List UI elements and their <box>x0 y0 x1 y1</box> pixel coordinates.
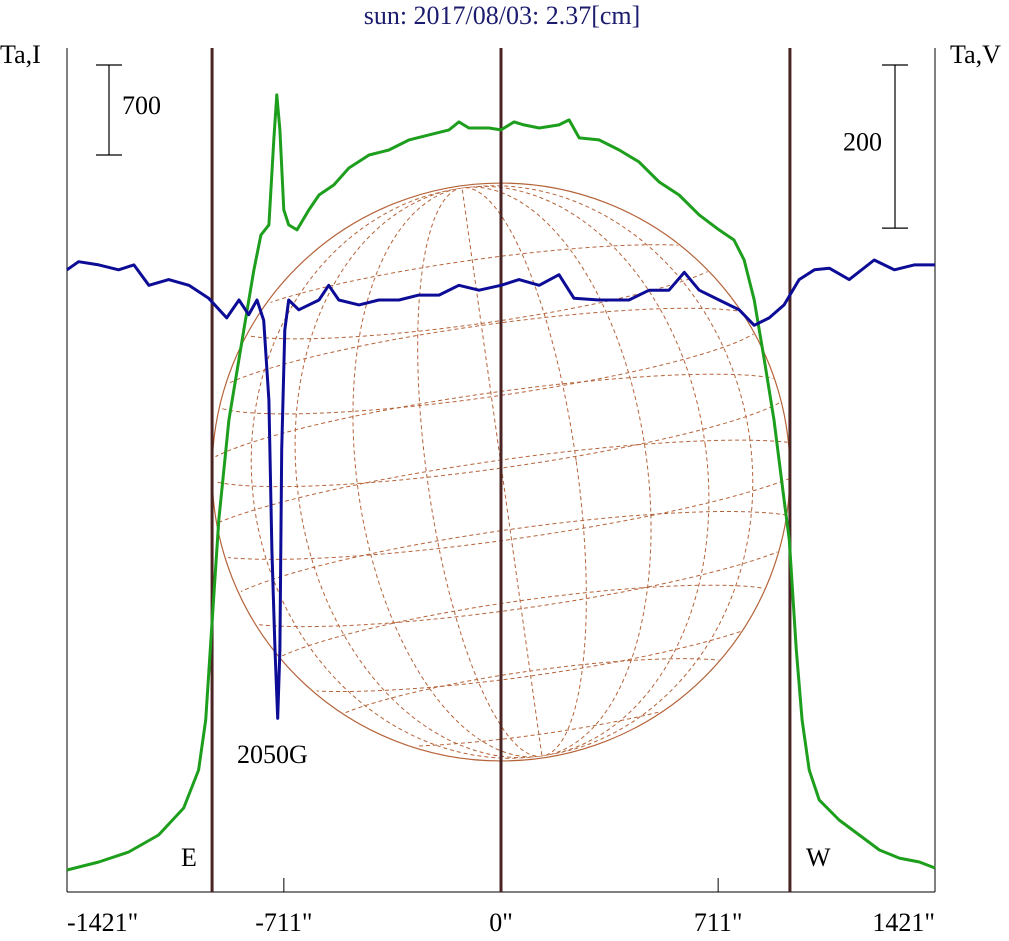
chart-title: sun: 2017/08/03: 2.37[cm] <box>364 1 641 30</box>
y2-axis-label: Ta,V <box>950 40 1001 69</box>
meridian <box>352 186 652 758</box>
x-tick-label: 711" <box>694 908 743 937</box>
parallel <box>218 510 814 628</box>
x-tick-label: 0" <box>489 908 513 937</box>
x-tick-label: 1421" <box>872 908 935 937</box>
y-axis-label: Ta,I <box>0 40 41 69</box>
scale-bar-label: 700 <box>122 91 161 120</box>
annotation: E <box>181 843 197 872</box>
annotation: 2050G <box>237 740 308 769</box>
scale-bar-label: 200 <box>843 128 882 157</box>
annotation: W <box>806 843 831 872</box>
parallel <box>228 244 725 340</box>
parallel <box>257 584 794 693</box>
x-tick-label: -1421" <box>67 908 138 937</box>
parallel <box>316 658 753 748</box>
x-tick-label: -711" <box>255 908 312 937</box>
data-line <box>66 258 935 720</box>
meridian <box>250 185 754 759</box>
